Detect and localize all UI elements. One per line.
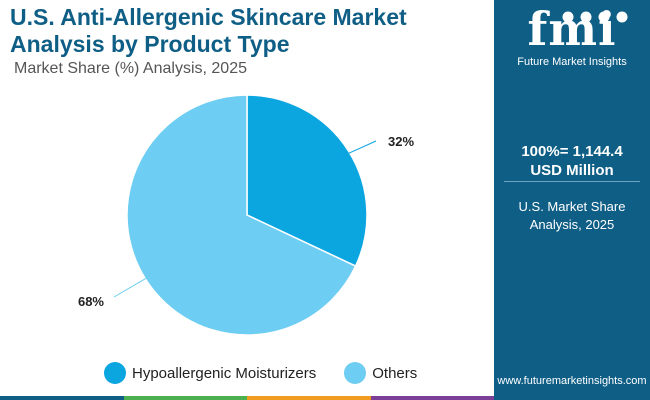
legend: Hypoallergenic Moisturizers Others xyxy=(104,362,445,384)
sidebar-panel: fmi Future Market Insights 100%= 1,144.4… xyxy=(494,0,650,400)
legend-swatch xyxy=(344,362,367,384)
bottom-bar-segment xyxy=(0,396,124,400)
market-total-unit: USD Million xyxy=(530,162,614,179)
logo-dot-icon xyxy=(598,11,610,23)
bottom-bar-segment xyxy=(247,396,371,400)
logo-dot-icon xyxy=(562,11,574,23)
logo-subtitle: Future Market Insights xyxy=(517,56,627,68)
chart-subtitle: Market Share (%) Analysis, 2025 xyxy=(14,60,247,77)
logo-dot-icon xyxy=(616,11,628,23)
sidebar-caption-line: U.S. Market Share xyxy=(518,199,626,214)
data-label: 32% xyxy=(388,134,414,149)
legend-item-hypoallergenic-moisturizers: Hypoallergenic Moisturizers xyxy=(104,362,316,384)
logo-icons xyxy=(562,11,628,23)
legend-label: Others xyxy=(372,364,418,382)
data-label: 68% xyxy=(78,294,104,309)
market-total: 100%= 1,144.4 USD Million xyxy=(494,142,650,180)
pie-slice-others xyxy=(126,94,357,336)
legend-item-others: Others xyxy=(344,362,417,384)
leader-line xyxy=(332,140,377,161)
market-total-value: 100%= 1,144.4 xyxy=(521,143,623,160)
sidebar-caption: U.S. Market Share Analysis, 2025 xyxy=(494,198,650,234)
sidebar-caption-line: Analysis, 2025 xyxy=(529,217,615,232)
bottom-color-bar xyxy=(0,396,494,400)
pie-chart: 32% 68% xyxy=(78,94,414,336)
legend-swatch xyxy=(104,362,126,384)
pie-slice-hypoallergenic-moisturizers xyxy=(246,94,368,268)
fmi-logo: fmi Future Market Insights xyxy=(514,2,630,70)
website-url: www.futuremarketinsights.com xyxy=(497,375,647,387)
legend-label: Hypoallergenic Moisturizers xyxy=(132,364,317,382)
bottom-bar-segment xyxy=(370,396,494,400)
chart-title: U.S. Anti-Allergenic Skincare Market Ana… xyxy=(10,4,407,57)
logo-dot-icon xyxy=(580,11,592,23)
leader-line xyxy=(113,269,162,298)
bottom-bar-segment xyxy=(123,396,247,400)
logo-wordmark: fmi xyxy=(527,2,617,56)
sidebar-divider xyxy=(504,181,640,182)
